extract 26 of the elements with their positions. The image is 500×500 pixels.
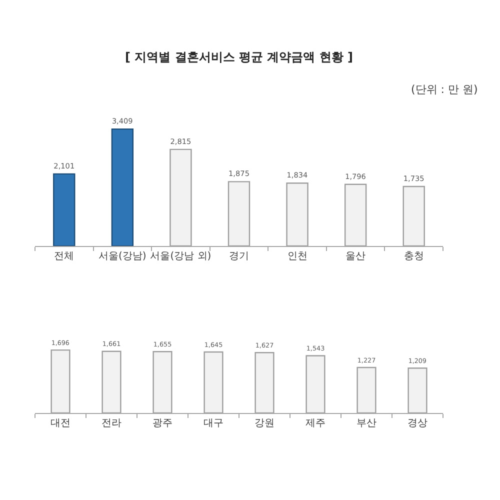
- x-tick-label: 대구: [204, 418, 224, 429]
- x-tick-label: 울산: [346, 251, 366, 262]
- x-tick-label: 인천: [287, 251, 308, 262]
- x-tick-label: 강원: [254, 418, 274, 429]
- x-tick-label: 부산: [356, 418, 376, 429]
- x-tick-label: 서울(강남): [98, 251, 146, 262]
- data-label: 1,834: [286, 170, 308, 180]
- data-label: 1,796: [345, 172, 366, 181]
- bar: [111, 128, 134, 246]
- x-tick-label: 경상: [408, 418, 428, 429]
- data-label: 3,409: [112, 116, 134, 126]
- x-tick-label: 대전: [50, 418, 70, 429]
- bar: [53, 173, 76, 246]
- chart-title: [ 지역별 결혼서비스 평균 계약금액 현황 ]: [125, 50, 354, 64]
- x-tick-label: 충청: [404, 251, 424, 262]
- data-label: 2,101: [54, 161, 75, 170]
- x-tick-label: 경기: [229, 251, 249, 262]
- x-tick-label: 전체: [54, 251, 74, 262]
- x-tick-label: 서울(강남 외): [150, 251, 212, 262]
- x-tick-label: 제주: [306, 418, 326, 429]
- data-label: 1,875: [228, 169, 250, 178]
- data-label: 1,735: [403, 174, 425, 184]
- x-tick-label: 전라: [102, 418, 122, 429]
- text: (단위 : 만 원): [411, 83, 478, 96]
- data-label: 2,815: [170, 137, 192, 146]
- x-tick-label: 광주: [152, 418, 172, 429]
